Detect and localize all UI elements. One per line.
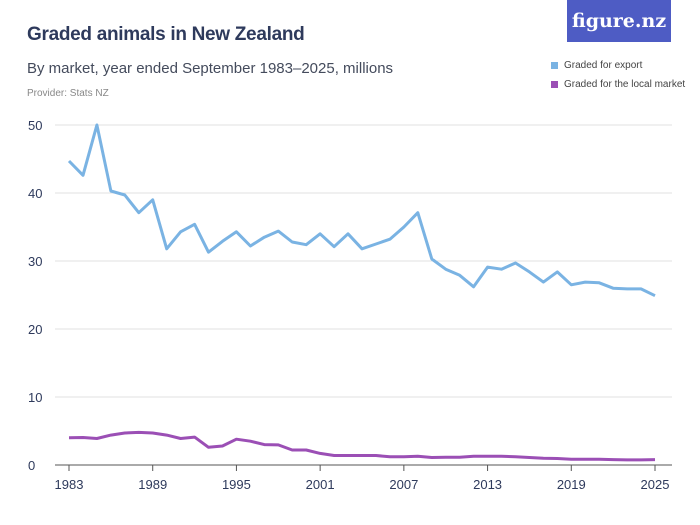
legend-swatch [551,81,558,88]
x-tick-label: 2007 [389,477,418,492]
legend-item-local: Graded for the local market [551,79,685,90]
x-tick-label: 2019 [557,477,586,492]
y-tick-label: 50 [28,118,42,133]
x-tick-label: 1995 [222,477,251,492]
legend-label: Graded for the local market [564,79,686,90]
legend-swatch [551,62,558,69]
x-tick-label: 2013 [473,477,502,492]
series-line-local [68,430,656,462]
figure-nz-logo[interactable]: figure.nz [567,0,671,42]
provider: Provider: Stats NZ [27,88,109,99]
chart-subtitle: By market, year ended September 1983–202… [27,60,394,77]
x-tick-label: 1989 [138,477,167,492]
legend-label: Graded for export [564,60,643,71]
legend-item-export: Graded for export [551,60,642,71]
y-tick-label: 20 [28,322,42,337]
y-tick-label: 30 [28,254,42,269]
x-tick-label: 2001 [306,477,335,492]
y-tick-label: 40 [28,186,42,201]
y-tick-label: 10 [28,390,42,405]
x-tick-label: 2025 [641,477,670,492]
y-tick-label: 0 [28,458,35,473]
x-tick-label: 1983 [55,477,84,492]
series-line-export [67,123,656,298]
chart-title: Graded animals in New Zealand [27,24,305,45]
